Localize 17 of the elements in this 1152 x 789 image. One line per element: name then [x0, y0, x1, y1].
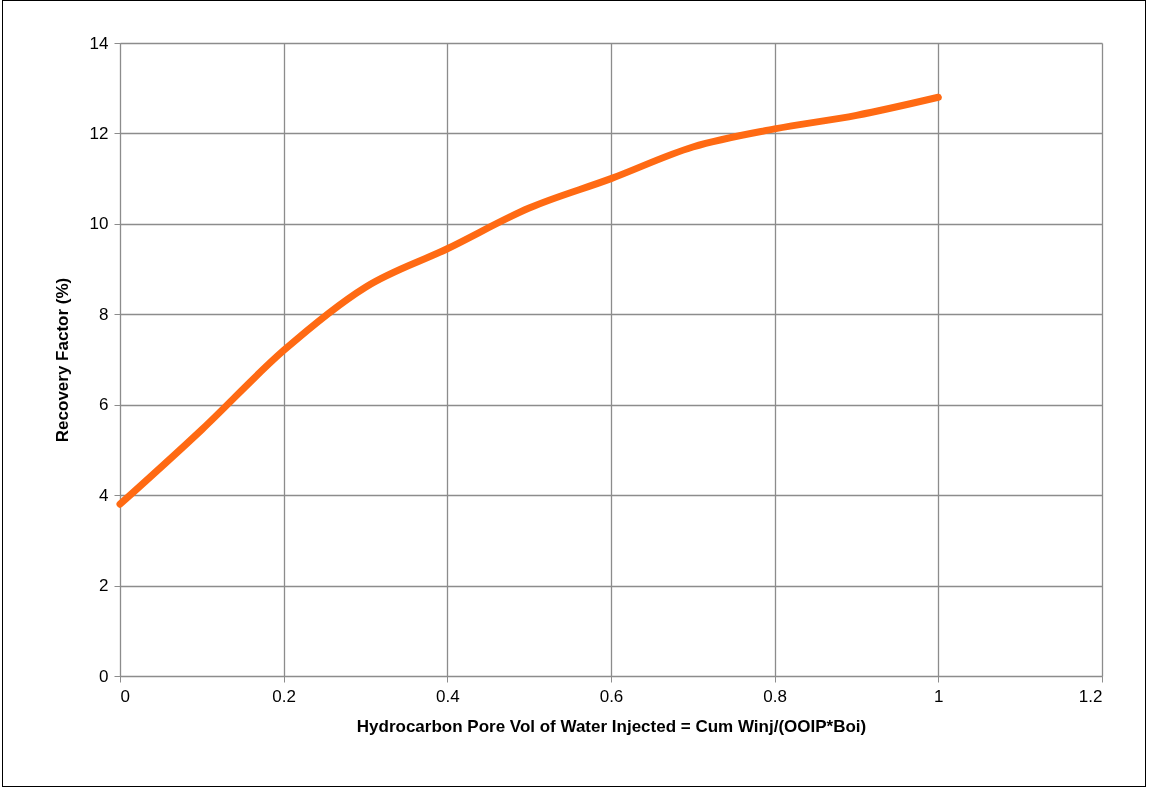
y-tick-label: 8	[99, 304, 109, 324]
x-tick-label: 0	[120, 686, 130, 706]
y-tick-label: 14	[89, 33, 109, 53]
x-tick-label: 0.4	[436, 686, 460, 706]
x-tick-label: 1.2	[1078, 686, 1103, 706]
x-tick-label: 0.8	[763, 686, 787, 706]
y-tick-label: 10	[89, 214, 109, 234]
x-axis-title: Hydrocarbon Pore Vol of Water Injected = Cum Winj/(OOIP*Boi)	[356, 716, 867, 736]
x-tick-label: 0.2	[272, 686, 296, 706]
y-tick-label: 4	[99, 485, 109, 505]
y-tick-label: 6	[99, 395, 109, 415]
y-tick-label: 12	[89, 123, 109, 143]
y-axis-title: Recovery Factor (%)	[52, 277, 72, 443]
x-tick-label: 0.6	[599, 686, 624, 706]
x-tick-label: 1	[934, 686, 944, 706]
y-tick-label: 0	[99, 666, 109, 686]
y-tick-label: 2	[99, 576, 109, 596]
